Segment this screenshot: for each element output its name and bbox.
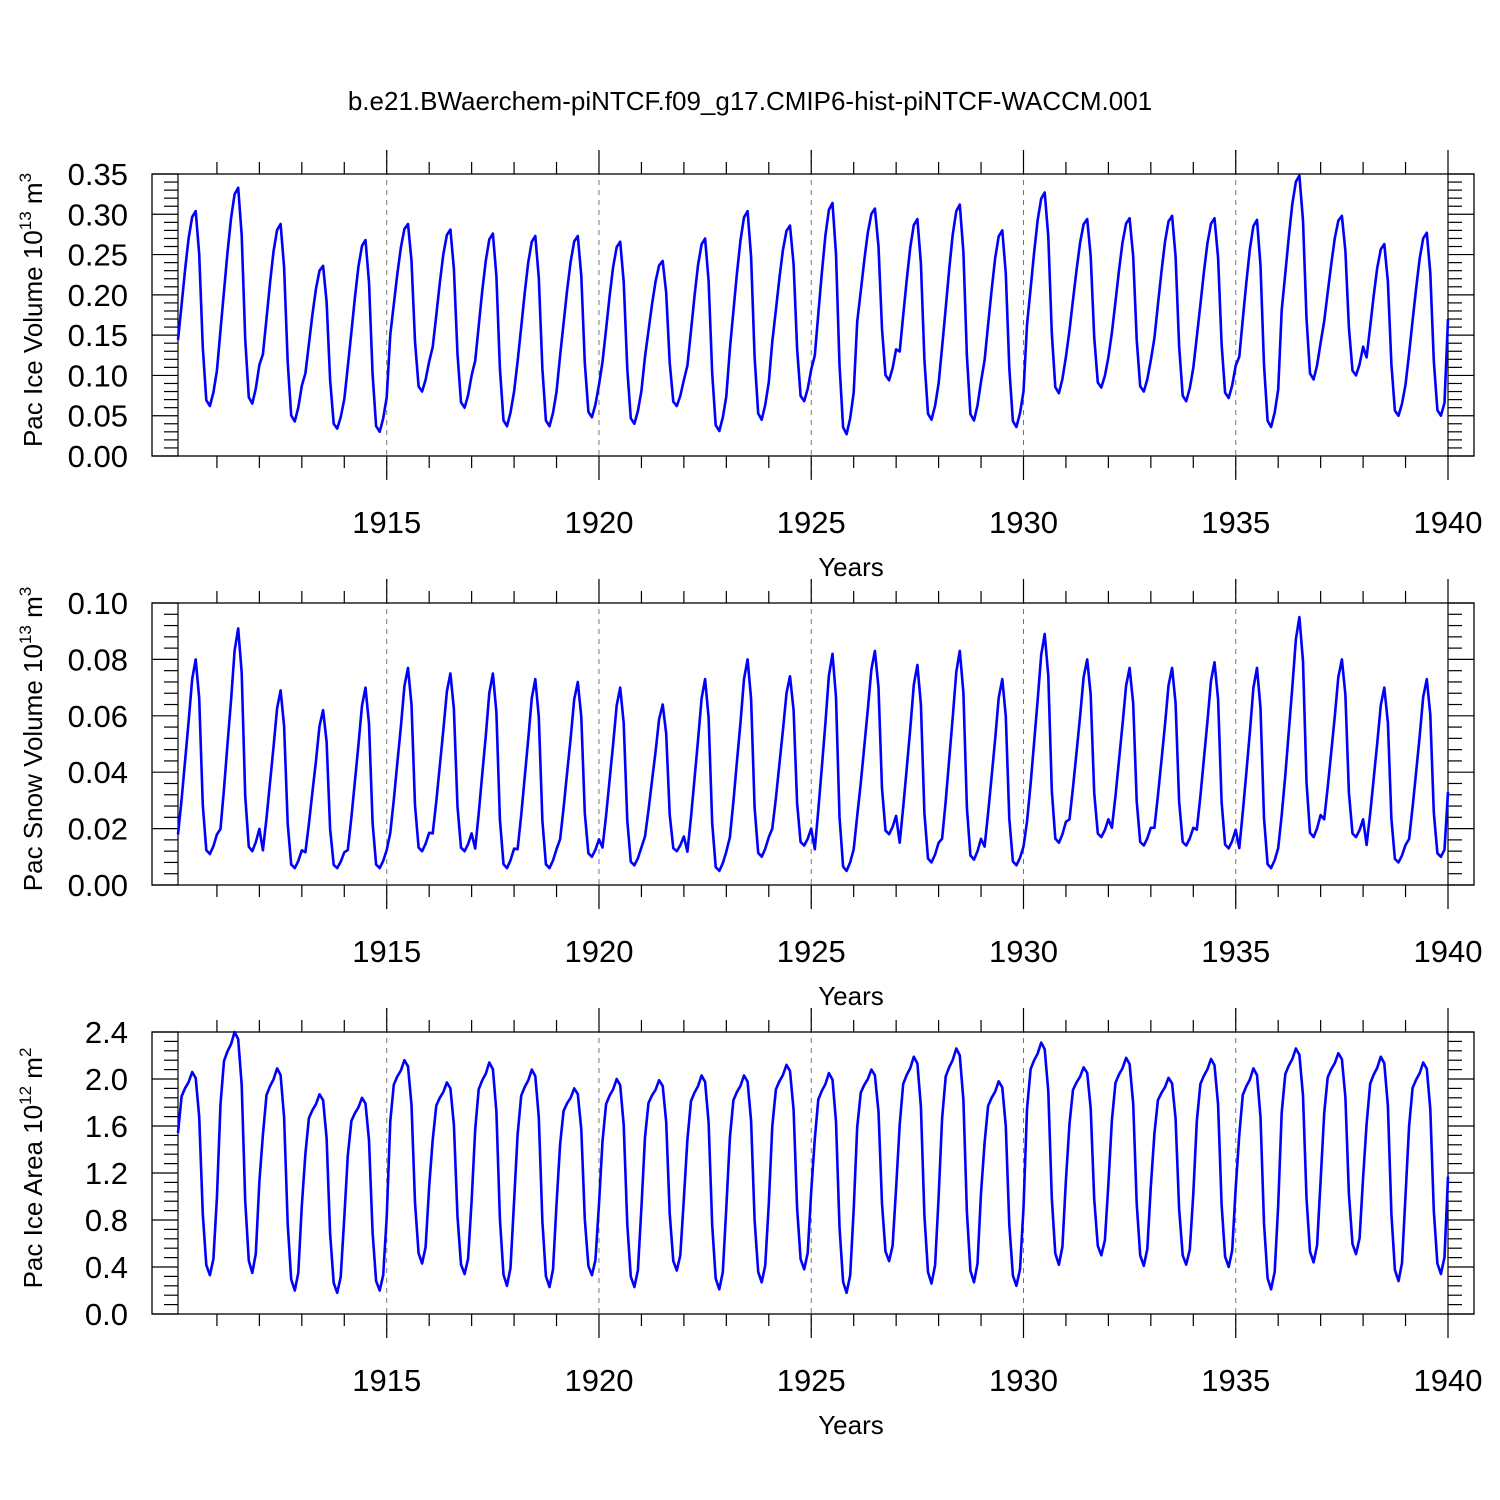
xtick-label: 1925	[777, 1363, 846, 1398]
xtick-label: 1940	[1414, 934, 1483, 969]
xtick-label: 1915	[352, 934, 421, 969]
y-axis-title: Pac Ice Volume 1013 m3	[16, 173, 48, 447]
xtick-label: 1935	[1201, 1363, 1270, 1398]
x-axis-title: Years	[818, 981, 884, 1011]
y-axis-title: Pac Snow Volume 1013 m3	[16, 587, 48, 891]
ytick-label: 0.4	[85, 1250, 128, 1285]
xtick-label: 1940	[1414, 1363, 1483, 1398]
plot-frame	[151, 173, 1475, 457]
panel-snow-volume: 0.00 0.02 0.04 0.06 0.08 0.10 1915 1920 1925 1930…	[16, 579, 1482, 1011]
xtick-label: 1925	[777, 505, 846, 540]
xtick-label: 1925	[777, 934, 846, 969]
x-axis-title: Years	[818, 552, 884, 582]
ytick-label: 0.25	[68, 238, 128, 273]
ytick-label: 0.04	[68, 755, 128, 790]
ytick-label: 2.0	[85, 1062, 128, 1097]
ytick-label: 0.00	[68, 439, 128, 474]
xtick-label: 1915	[352, 1363, 421, 1398]
ytick-label: 0.10	[68, 586, 128, 621]
ytick-label: 0.00	[68, 868, 128, 903]
series-line-ice-area	[176, 1030, 1450, 1295]
ytick-label: 1.6	[85, 1109, 128, 1144]
ytick-label: 0.35	[68, 157, 128, 192]
plot-frame	[151, 602, 1475, 886]
xtick-label: 1930	[989, 1363, 1058, 1398]
ytick-label: 0.05	[68, 399, 128, 434]
ytick-label: 0.20	[68, 278, 128, 313]
ytick-label: 0.02	[68, 812, 128, 847]
panel-ice-area: 0.0 0.4 0.8 1.2 1.6 2.0 2.4 1915 1920 1925 1930 193…	[16, 1008, 1482, 1440]
xtick-label: 1915	[352, 505, 421, 540]
xtick-label: 1935	[1201, 934, 1270, 969]
xtick-label: 1930	[989, 934, 1058, 969]
ytick-label: 0.8	[85, 1203, 128, 1238]
figure-title: b.e21.BWaerchem-piNTCF.f09_g17.CMIP6-his…	[348, 86, 1152, 116]
ytick-label: 0.0	[85, 1297, 128, 1332]
ytick-label: 0.15	[68, 318, 128, 353]
xtick-label: 1940	[1414, 505, 1483, 540]
ytick-label: 0.30	[68, 197, 128, 232]
ytick-label: 1.2	[85, 1156, 128, 1191]
x-axis-title: Years	[818, 1410, 884, 1440]
ytick-label: 2.4	[85, 1015, 128, 1050]
xtick-label: 1935	[1201, 505, 1270, 540]
xtick-label: 1920	[565, 505, 634, 540]
xtick-label: 1920	[565, 1363, 634, 1398]
xtick-label: 1920	[565, 934, 634, 969]
ytick-label: 0.08	[68, 642, 128, 677]
ytick-label: 0.06	[68, 699, 128, 734]
ytick-label: 0.10	[68, 358, 128, 393]
xtick-label: 1930	[989, 505, 1058, 540]
series-line-snow-volume	[176, 615, 1450, 873]
y-axis-title: Pac Ice Area 1012 m2	[16, 1048, 48, 1289]
series-line-ice-volume	[176, 174, 1450, 436]
panel-ice-volume: 0.00 0.05 0.10 0.15 0.20 0.25 0.30 0.35 1915 1920…	[16, 150, 1482, 582]
